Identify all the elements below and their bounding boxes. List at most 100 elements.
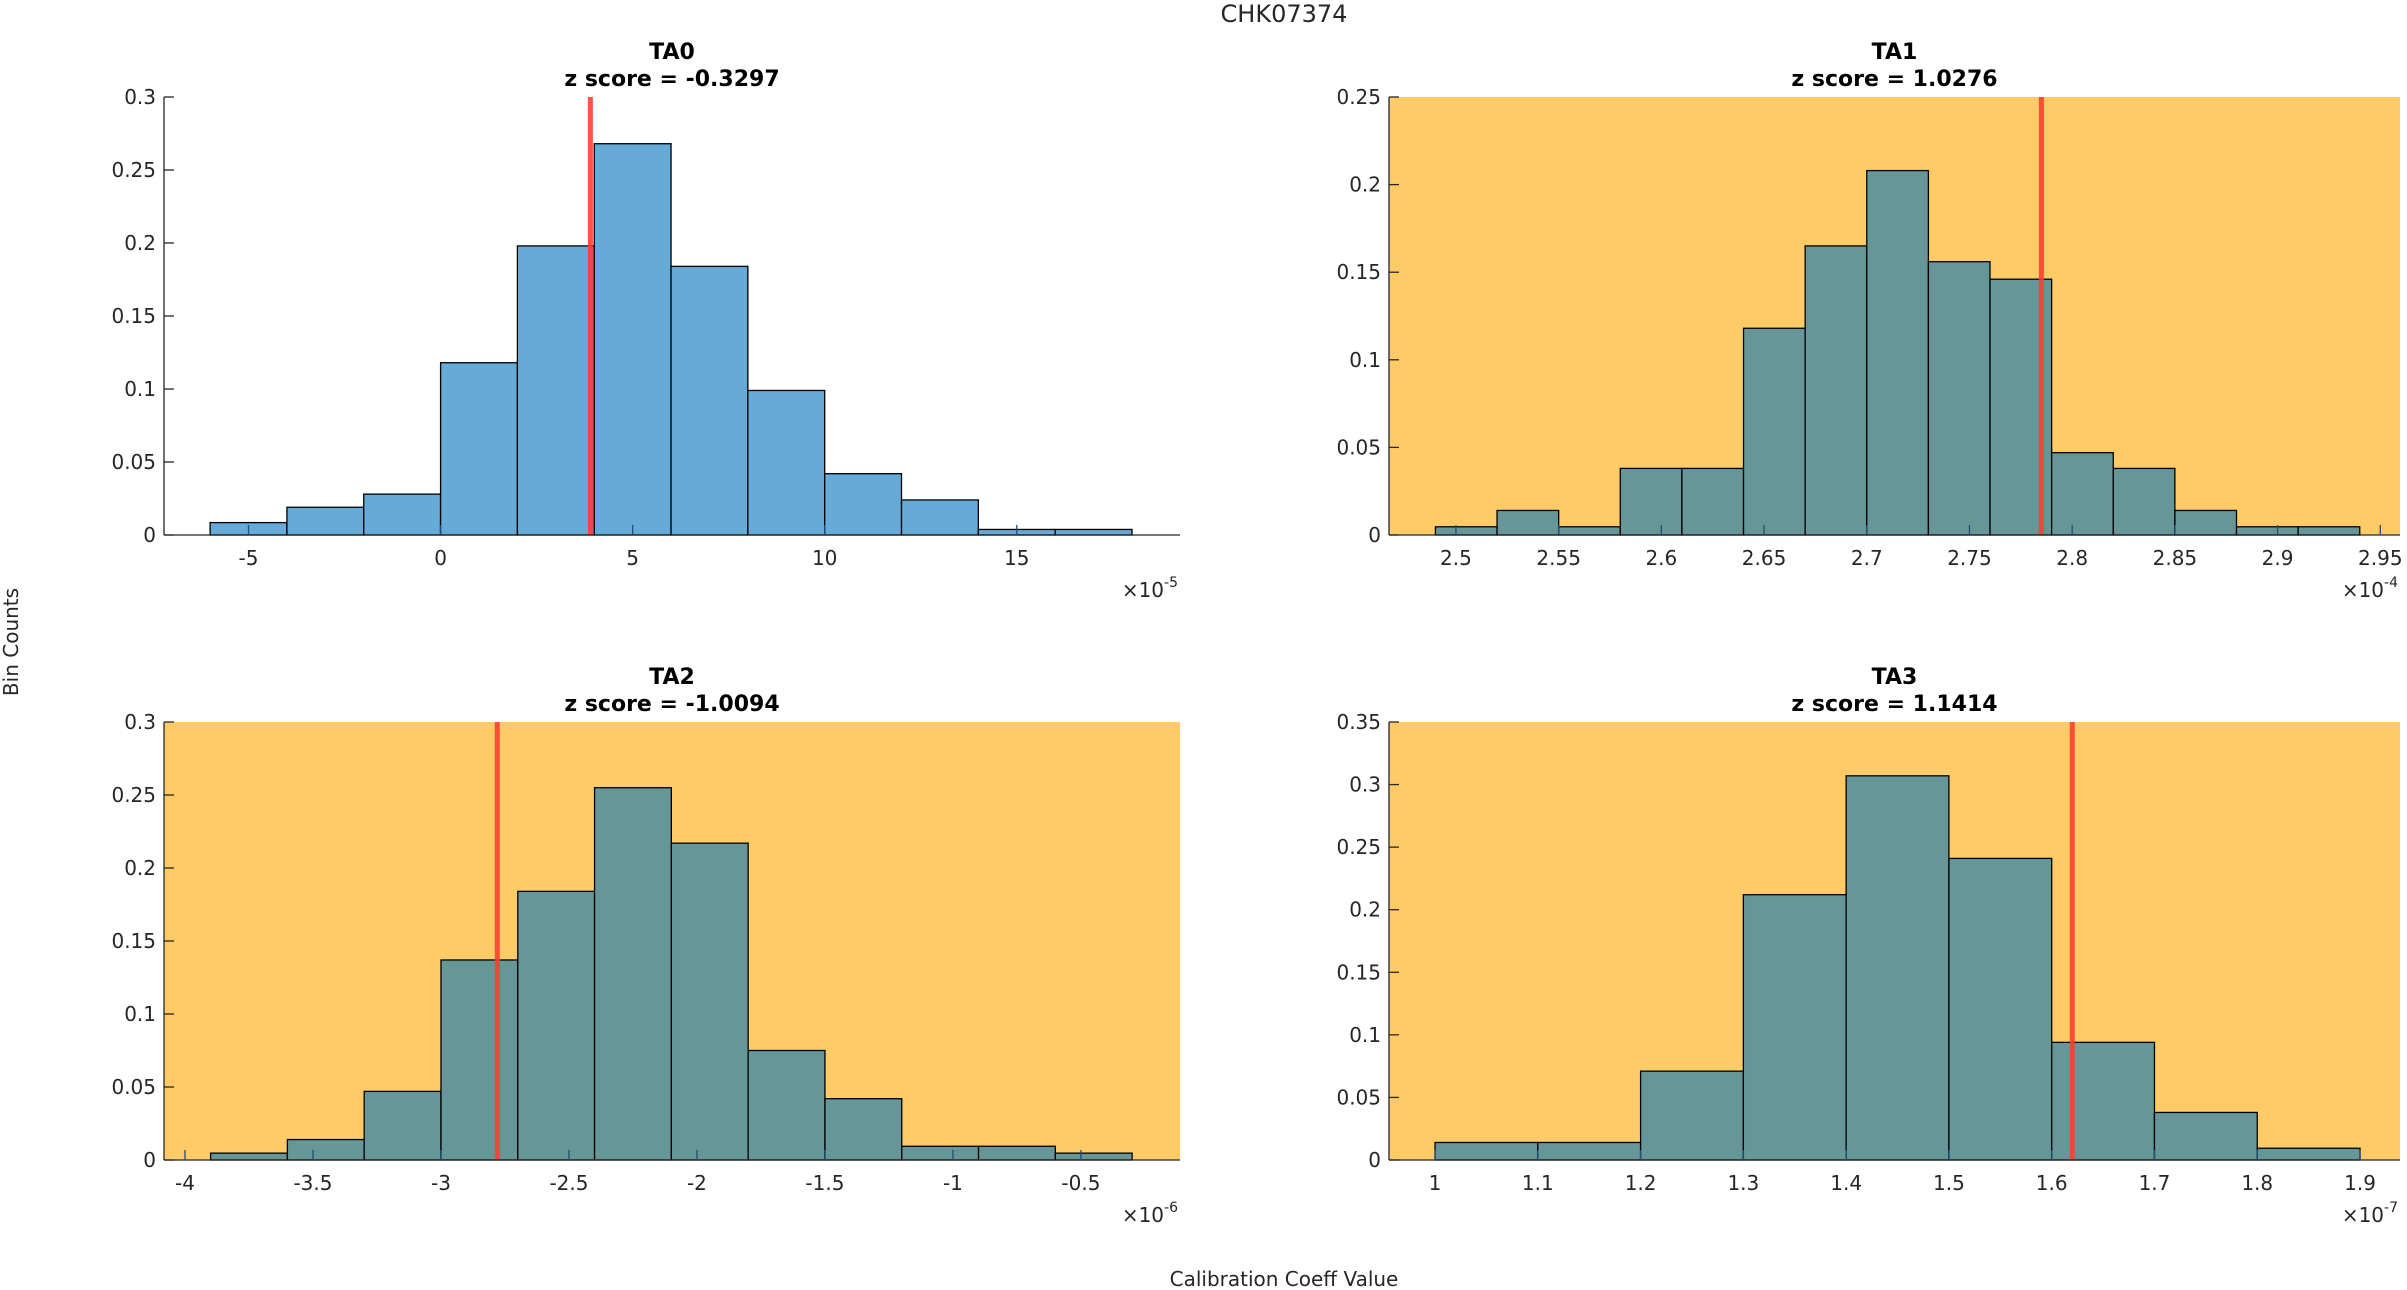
x-tick-label: 2.85 [2153,546,2198,570]
x-tick-label: -4 [175,1171,195,1195]
histogram-bar [747,1049,826,1161]
y-tick-label: 0.1 [124,1002,156,1026]
histogram-bar [286,1138,365,1161]
subplot-ta3: 0 0.05 0.1 0.15 0.2 0.25 0.3 0.35 1 1.1 1.2 1.3 1.4 1… [1336,665,2400,1227]
subplot-grid: 00.050.10.150.20.250.3-5 0 5 10 15×10-5TA0z … [111,40,2402,1227]
histogram-bar [1845,775,1950,1161]
x-tick-label: 2.7 [1851,546,1883,570]
x-tick-label: 2.9 [2262,546,2294,570]
y-tick-label: 0 [143,1148,156,1172]
histogram-bar [517,890,596,1161]
histogram-bar [2174,509,2238,536]
y-tick-label: 0.05 [111,450,156,474]
y-tick-label: 0.05 [1336,435,1381,459]
histogram-bar [363,493,442,536]
histogram-bar [1054,1152,1133,1161]
x-tick-label: -1 [943,1171,963,1195]
x-tick-label: 2.65 [1742,546,1787,570]
subplot-title: TA3 [1872,665,1918,690]
histogram-bar [593,787,673,1161]
histogram-bar [2112,467,2176,536]
y-tick-label: 0.2 [1349,898,1381,922]
histogram-bar [1434,526,1498,536]
x-tick-label: 2.6 [1645,546,1677,570]
histogram-bar [1742,894,1847,1161]
histogram-bar [670,842,749,1161]
histogram-bar [824,1098,903,1161]
histogram-bar [901,1145,980,1161]
histogram-bar [363,1090,442,1161]
y-tick-label: 0.3 [124,85,156,109]
histogram-bar [593,143,672,536]
x-tick-label: 0 [434,546,447,570]
x-tick-label: 1.8 [2241,1171,2273,1195]
x-exponent-label: ×10-6 [1122,1200,1178,1227]
figure-super-title: CHK07374 [1221,0,1348,28]
x-tick-label: 1.7 [2139,1171,2171,1195]
subplot-ta2: 0 0.05 0.1 0.15 0.2 0.25 0.3 -4 -3.5 -3 -2.5 -2 -1.5… [111,665,1180,1227]
y-tick-label: 0.1 [1349,1023,1381,1047]
x-exponent-base: ×10 [1122,1203,1164,1227]
y-tick-label: 0 [1368,1148,1381,1172]
y-tick-label: 0 [143,523,156,547]
x-tick-label: 2.95 [2358,546,2403,570]
x-tick-label: 5 [626,546,639,570]
figure-y-axis-label: Bin Counts [0,588,23,696]
x-tick-label: 10 [812,546,837,570]
histogram-bar [286,506,365,536]
y-tick-label: 0 [1368,523,1381,547]
y-tick-label: 0.25 [111,158,156,182]
x-tick-label: 1.2 [1625,1171,1657,1195]
x-exponent-label: ×10-4 [2342,575,2398,602]
y-tick-label: 0.15 [111,929,156,953]
y-tick-label: 0.25 [1336,835,1381,859]
histogram-bar [1804,245,1868,536]
x-tick-label: 2.8 [2056,546,2088,570]
subplot-z-score: z score = -1.0094 [564,692,779,717]
histogram-bar [1434,1141,1539,1161]
x-tick-label: -2.5 [549,1171,588,1195]
y-tick-label: 0.2 [124,231,156,255]
subplot-ta0: 00.050.10.150.20.250.3-5 0 5 10 15×10-5TA0z … [111,40,1180,602]
histogram-bar [1866,169,1930,536]
x-exponent-power: -4 [2384,575,2398,591]
x-tick-label: 2.55 [1536,546,1581,570]
subplot-z-score: z score = 1.0276 [1791,67,1997,92]
x-tick-label: 2.75 [1947,546,1992,570]
y-tick-label: 0.3 [1349,773,1381,797]
y-tick-label: 0.3 [124,710,156,734]
histogram-bar [1681,467,1745,536]
histogram-bar [1558,526,1621,536]
histogram-bar [440,959,519,1161]
histogram-bar [2051,1041,2156,1161]
subplot-title: TA2 [649,665,695,690]
x-tick-label: -5 [239,546,259,570]
y-tick-label: 0.15 [1336,260,1381,284]
histogram-bar [747,389,826,536]
x-tick-label: -0.5 [1061,1171,1100,1195]
y-tick-label: 0.25 [111,783,156,807]
histogram-bar [1927,261,1991,536]
histogram-bar [516,245,595,536]
y-tick-label: 0.05 [111,1075,156,1099]
y-tick-label: 0.05 [1336,1085,1381,1109]
histogram-bar [900,499,979,536]
subplot-z-score: z score = -0.3297 [564,67,779,92]
x-tick-label: 2.5 [1440,546,1472,570]
histogram-bar [670,265,749,536]
y-tick-label: 0.1 [124,377,156,401]
x-tick-label: -3 [431,1171,451,1195]
y-tick-label: 0.1 [1349,348,1381,372]
x-exponent-base: ×10 [1122,578,1164,602]
x-tick-label: 1.6 [2036,1171,2068,1195]
histogram-bar [439,362,519,536]
histogram-bar [1537,1141,1642,1161]
x-tick-label: 1 [1429,1171,1442,1195]
x-exponent-power: -7 [2384,1200,2398,1216]
subplot-title: TA1 [1872,40,1918,65]
x-tick-label: -2 [687,1171,707,1195]
histogram-bar [2235,526,2299,536]
subplot-ta1: 0 0.05 0.1 0.15 0.2 0.25 2.5 2.55 2.6 2.65 2.7 2.75… [1336,40,2402,602]
x-tick-label: 1.9 [2344,1171,2376,1195]
